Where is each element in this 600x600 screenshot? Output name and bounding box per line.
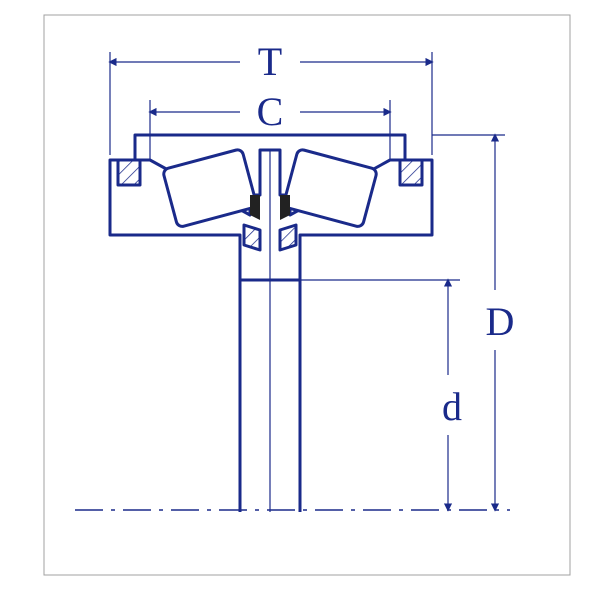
label-T: T (258, 39, 282, 84)
label-d: d (442, 384, 462, 429)
dimension-d (300, 280, 460, 510)
label-D: D (486, 299, 515, 344)
label-C: C (257, 89, 284, 134)
bearing-cross-section (110, 135, 432, 512)
diagram-frame (44, 15, 570, 575)
